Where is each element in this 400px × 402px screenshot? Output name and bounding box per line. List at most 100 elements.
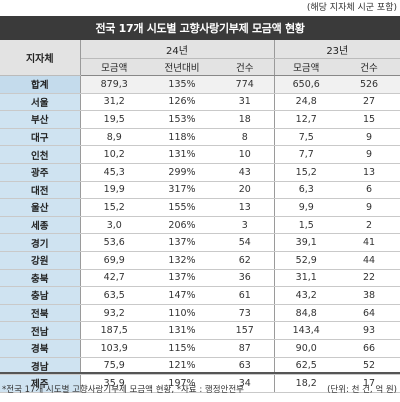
count-23-cell: 52 (338, 357, 400, 376)
count-23-cell: 9 (338, 128, 400, 147)
table-row: 경남 75,9 121% 63 62,5 52 (0, 357, 400, 376)
region-cell: 서울 (0, 93, 81, 112)
yoy-24-cell: 317% (148, 181, 216, 200)
amount-24-cell: 879,3 (80, 75, 148, 94)
amount-23-cell: 9,9 (273, 198, 338, 217)
table-row: 경북 103,9 115% 87 90,0 66 (0, 339, 400, 358)
count-23-cell: 93 (338, 321, 400, 340)
amount-24-cell: 3,0 (80, 216, 148, 235)
yoy-24-cell: 131% (148, 145, 216, 164)
amount-23-cell: 18,2 (273, 374, 338, 393)
footer: *전국 17개 시도별 고향사랑기부제 모금액 현황, *자료 : 행정안전부 … (0, 372, 400, 402)
yoy-24-cell: 121% (148, 357, 216, 376)
amount-23-cell: 24,8 (273, 93, 338, 112)
yoy-24-cell: 197% (148, 374, 216, 393)
count-24-cell: 8 (216, 128, 274, 147)
amount-24-cell: 45,3 (80, 163, 148, 182)
count-24-cell: 62 (216, 251, 274, 270)
header-count-23: 건수 (338, 58, 400, 76)
amount-24-cell: 15,2 (80, 198, 148, 217)
yoy-24-cell: 110% (148, 304, 216, 323)
region-cell: 부산 (0, 110, 81, 129)
amount-24-cell: 187,5 (80, 321, 148, 340)
amount-23-cell: 7,5 (273, 128, 338, 147)
count-24-cell: 63 (216, 357, 274, 376)
amount-23-cell: 143,4 (273, 321, 338, 340)
yoy-24-cell: 147% (148, 286, 216, 305)
count-24-cell: 34 (216, 374, 274, 393)
count-24-cell: 54 (216, 233, 274, 252)
amount-23-cell: 84,8 (273, 304, 338, 323)
table-title: 전국 17개 시도별 고향사랑기부제 모금액 현황 (0, 16, 400, 40)
region-cell: 합계 (0, 75, 81, 94)
table-row: 대구 8,9 118% 8 7,5 9 (0, 128, 400, 147)
count-23-cell: 13 (338, 163, 400, 182)
yoy-24-cell: 299% (148, 163, 216, 182)
header-year-24: 24년 (80, 40, 274, 59)
amount-23-cell: 39,1 (273, 233, 338, 252)
table-row: 충남 63,5 147% 61 43,2 38 (0, 286, 400, 305)
count-24-cell: 43 (216, 163, 274, 182)
count-24-cell: 20 (216, 181, 274, 200)
count-24-cell: 87 (216, 339, 274, 358)
table-row: 충북 42,7 137% 36 31,1 22 (0, 269, 400, 288)
amount-24-cell: 93,2 (80, 304, 148, 323)
count-24-cell: 36 (216, 269, 274, 288)
amount-24-cell: 31,2 (80, 93, 148, 112)
yoy-24-cell: 132% (148, 251, 216, 270)
region-cell: 강원 (0, 251, 81, 270)
region-cell: 전남 (0, 321, 81, 340)
header-yoy-24: 전년대비 (148, 58, 216, 76)
count-23-cell: 9 (338, 198, 400, 217)
region-cell: 충북 (0, 269, 81, 288)
count-24-cell: 61 (216, 286, 274, 305)
amount-24-cell: 63,5 (80, 286, 148, 305)
table-row: 전북 93,2 110% 73 84,8 64 (0, 304, 400, 323)
table-row: 부산 19,5 153% 18 12,7 15 (0, 110, 400, 129)
region-cell: 대구 (0, 128, 81, 147)
table-body: 합계 879,3 135% 774 650,6 526 서울 31,2 126% 31 24,8 27… (0, 75, 400, 393)
table-row: 대전 19,9 317% 20 6,3 6 (0, 181, 400, 200)
yoy-24-cell: 126% (148, 93, 216, 112)
amount-24-cell: 8,9 (80, 128, 148, 147)
header-count-24: 건수 (216, 58, 274, 76)
count-24-cell: 157 (216, 321, 274, 340)
count-24-cell: 774 (216, 75, 274, 94)
region-cell: 세종 (0, 216, 81, 235)
footer-source: *전국 17개 시도별 고향사랑기부제 모금액 현황, *자료 : 행정안전부 (2, 385, 244, 395)
amount-23-cell: 31,1 (273, 269, 338, 288)
region-cell: 인천 (0, 145, 81, 164)
amount-23-cell: 90,0 (273, 339, 338, 358)
yoy-24-cell: 206% (148, 216, 216, 235)
header-year-23: 23년 (273, 40, 400, 59)
table-row: 제주 35,9 197% 34 18,2 17 (0, 374, 400, 393)
amount-24-cell: 19,9 (80, 181, 148, 200)
count-23-cell: 2 (338, 216, 400, 235)
region-cell: 경남 (0, 357, 81, 376)
table-row: 세종 3,0 206% 3 1,5 2 (0, 216, 400, 235)
amount-23-cell: 6,3 (273, 181, 338, 200)
count-23-cell: 66 (338, 339, 400, 358)
count-24-cell: 18 (216, 110, 274, 129)
region-cell: 대전 (0, 181, 81, 200)
amount-23-cell: 62,5 (273, 357, 338, 376)
amount-23-cell: 52,9 (273, 251, 338, 270)
header-amount-23: 모금액 (273, 58, 338, 76)
amount-24-cell: 69,9 (80, 251, 148, 270)
count-23-cell: 64 (338, 304, 400, 323)
count-24-cell: 13 (216, 198, 274, 217)
count-23-cell: 15 (338, 110, 400, 129)
yoy-24-cell: 153% (148, 110, 216, 129)
table-row-total: 합계 879,3 135% 774 650,6 526 (0, 75, 400, 94)
yoy-24-cell: 137% (148, 269, 216, 288)
amount-23-cell: 650,6 (273, 75, 338, 94)
header-region: 지자체 (0, 40, 81, 76)
count-23-cell: 41 (338, 233, 400, 252)
amount-24-cell: 53,6 (80, 233, 148, 252)
count-23-cell: 526 (338, 75, 400, 94)
region-cell: 전북 (0, 304, 81, 323)
scope-note: (해당 지자체 시군 포함) (306, 3, 397, 13)
amount-23-cell: 43,2 (273, 286, 338, 305)
count-24-cell: 3 (216, 216, 274, 235)
amount-23-cell: 1,5 (273, 216, 338, 235)
